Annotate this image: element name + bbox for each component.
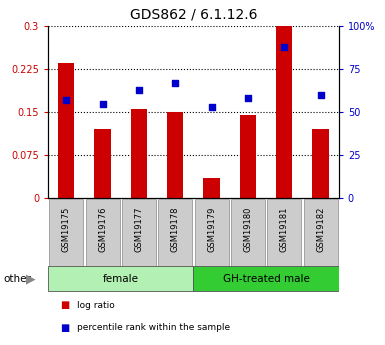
Text: log ratio: log ratio <box>77 301 115 310</box>
Text: other: other <box>4 274 32 284</box>
FancyBboxPatch shape <box>48 266 194 291</box>
Text: GSM19176: GSM19176 <box>98 207 107 252</box>
Text: female: female <box>103 274 139 284</box>
Text: GSM19179: GSM19179 <box>207 207 216 252</box>
Bar <box>313 129 329 198</box>
Text: GSM19177: GSM19177 <box>134 207 144 252</box>
Point <box>318 92 324 98</box>
FancyBboxPatch shape <box>267 199 301 267</box>
Text: percentile rank within the sample: percentile rank within the sample <box>77 323 230 332</box>
FancyBboxPatch shape <box>85 199 120 267</box>
Text: GSM19178: GSM19178 <box>171 207 180 252</box>
Point <box>281 44 287 49</box>
Point <box>172 80 178 86</box>
Point <box>136 87 142 92</box>
Text: GSM19180: GSM19180 <box>243 207 253 252</box>
Text: GSM19175: GSM19175 <box>62 207 71 252</box>
Text: GSM19182: GSM19182 <box>316 207 325 252</box>
FancyBboxPatch shape <box>231 199 265 267</box>
Point <box>63 97 69 103</box>
FancyBboxPatch shape <box>194 199 229 267</box>
Title: GDS862 / 6.1.12.6: GDS862 / 6.1.12.6 <box>130 8 257 22</box>
Text: GSM19181: GSM19181 <box>280 207 289 252</box>
Point <box>209 104 215 110</box>
FancyBboxPatch shape <box>194 266 339 291</box>
FancyBboxPatch shape <box>49 199 84 267</box>
FancyBboxPatch shape <box>122 199 156 267</box>
Point <box>100 101 106 106</box>
Text: ■: ■ <box>60 300 69 310</box>
Bar <box>58 63 74 198</box>
Bar <box>167 112 184 198</box>
FancyBboxPatch shape <box>303 199 338 267</box>
Text: ▶: ▶ <box>26 272 36 285</box>
Bar <box>94 129 111 198</box>
Bar <box>240 115 256 198</box>
Text: GH-treated male: GH-treated male <box>223 274 310 284</box>
Bar <box>131 109 147 198</box>
Bar <box>276 26 293 198</box>
Text: ■: ■ <box>60 323 69 333</box>
FancyBboxPatch shape <box>158 199 192 267</box>
Point <box>245 96 251 101</box>
Bar <box>203 178 220 198</box>
